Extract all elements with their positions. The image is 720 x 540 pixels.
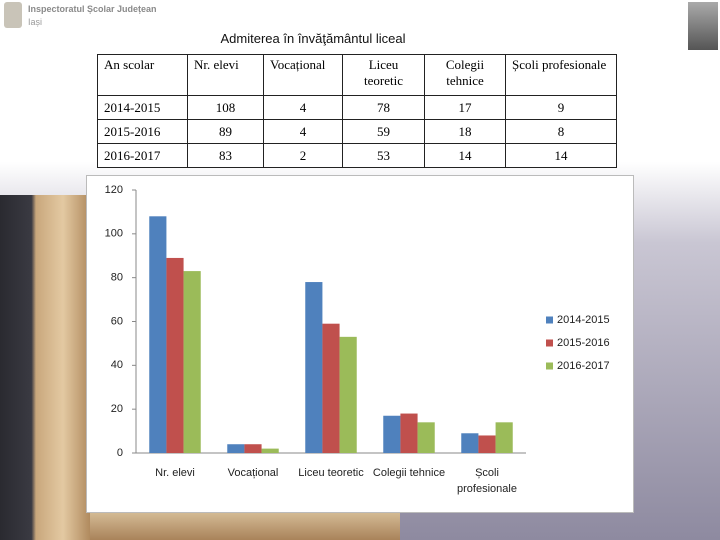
table-cell: 59	[342, 119, 425, 144]
bar	[183, 271, 201, 453]
table-cell: 108	[187, 95, 264, 120]
y-tick-label: 120	[105, 184, 123, 196]
table-cell: 89	[187, 119, 264, 144]
y-tick-label: 0	[117, 447, 123, 459]
bar	[478, 435, 496, 453]
bar	[339, 336, 357, 453]
table-cell: 83	[187, 143, 264, 168]
row-label: 2014-2015	[97, 95, 188, 120]
table-cell: 4	[263, 95, 343, 120]
column-header: Colegii tehnice	[424, 54, 506, 96]
data-table: An scolar Nr. elevi Vocațional Liceu teoret…	[97, 54, 617, 168]
bar	[261, 448, 279, 453]
org-name: Inspectoratul Școlar Județean	[28, 4, 157, 14]
table-cell: 78	[342, 95, 425, 120]
column-header: Liceu teoretic	[342, 54, 425, 96]
y-tick-label: 40	[111, 359, 123, 371]
book-image	[90, 510, 400, 540]
legend-swatch	[546, 316, 553, 324]
bar	[383, 415, 401, 453]
bar	[305, 282, 323, 453]
table-cell: 18	[424, 119, 506, 144]
column-header: Vocațional	[263, 54, 343, 96]
x-tick-label: Nr. elevi	[155, 467, 195, 479]
table-row: 2016-2017 83 2 53 14 14	[97, 143, 617, 168]
table-cell: 53	[342, 143, 425, 168]
bar	[417, 422, 435, 453]
y-tick-label: 60	[111, 315, 123, 327]
legend-swatch	[546, 362, 553, 370]
bar	[322, 323, 340, 453]
column-header: Nr. elevi	[187, 54, 264, 96]
y-tick-label: 20	[111, 403, 123, 415]
bar	[227, 444, 245, 453]
table-cell: 14	[505, 143, 617, 168]
row-label: 2015-2016	[97, 119, 188, 144]
bar	[495, 422, 513, 453]
portrait	[688, 2, 718, 50]
table-cell: 8	[505, 119, 617, 144]
bar	[461, 433, 479, 453]
x-tick-label: Colegii tehnice	[373, 467, 445, 479]
bar	[244, 444, 262, 453]
y-tick-label: 80	[111, 272, 123, 284]
table-cell: 9	[505, 95, 617, 120]
x-tick-label: Liceu teoretic	[298, 467, 364, 479]
table-cell: 4	[263, 119, 343, 144]
column-header: An scolar	[97, 54, 188, 96]
table-body: 2014-2015 108 4 78 17 9 2015-2016 89 4 59 18 8 2016-…	[97, 95, 617, 168]
chart: 0 20 40 60 80 100 120 Nr. elevi Vocațional Liceu …	[86, 175, 634, 513]
row-label: 2016-2017	[97, 143, 188, 168]
logo	[4, 2, 22, 28]
book-image	[0, 195, 90, 540]
legend-label: 2014-2015	[557, 314, 610, 326]
column-header: Școli profesionale	[505, 54, 617, 96]
legend-label: 2016-2017	[557, 360, 610, 372]
city: Iași	[28, 17, 43, 27]
y-tick-label: 100	[105, 228, 123, 240]
slide-title: Admiterea în învăţământul liceal	[220, 31, 406, 46]
table-cell: 14	[424, 143, 506, 168]
x-tick-label: Vocațional	[228, 467, 279, 479]
x-tick-label: Școli profesionale	[457, 467, 517, 495]
table-row: 2014-2015 108 4 78 17 9	[97, 95, 617, 120]
bar	[149, 216, 167, 453]
legend-swatch	[546, 339, 553, 347]
legend-label: 2015-2016	[557, 337, 610, 349]
bar	[400, 413, 418, 453]
header-row: An scolar Nr. elevi Vocațional Liceu teoret…	[97, 54, 617, 96]
table-cell: 2	[263, 143, 343, 168]
bar	[166, 257, 184, 453]
table-cell: 17	[424, 95, 506, 120]
table-row: 2015-2016 89 4 59 18 8	[97, 119, 617, 144]
